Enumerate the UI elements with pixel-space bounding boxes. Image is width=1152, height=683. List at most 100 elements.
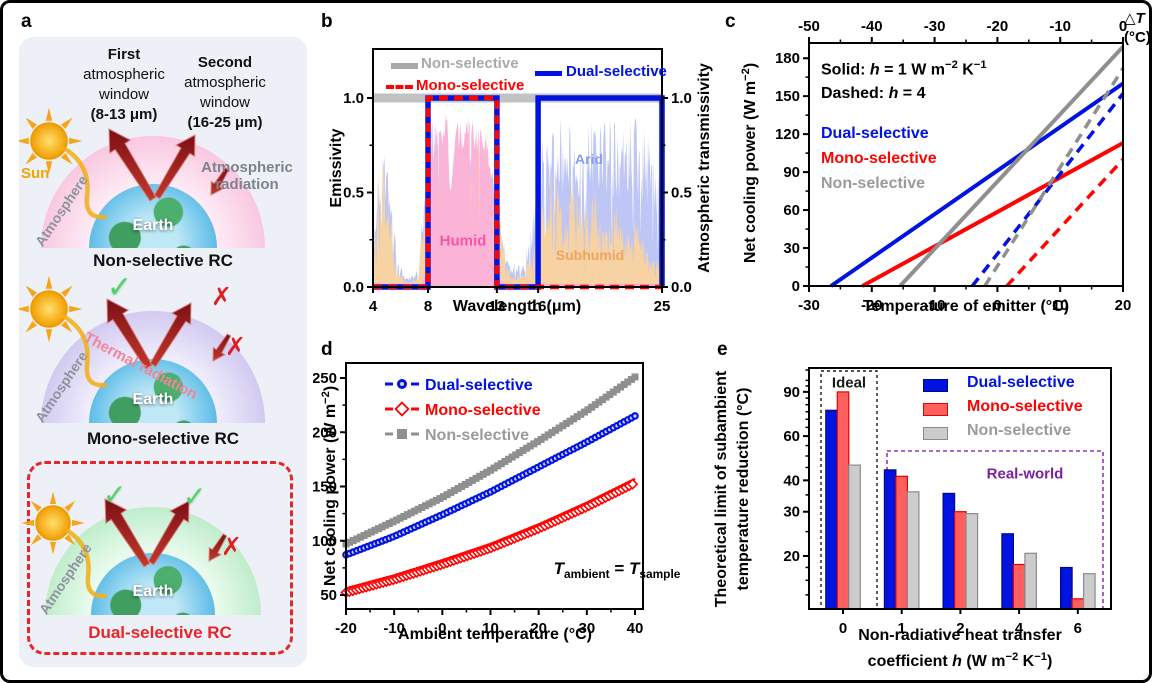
radiation-arrow: [147, 500, 190, 566]
bar-non-selective: [906, 491, 920, 610]
right-tick-label: 0.0: [671, 279, 692, 296]
sun-ray-curve: [65, 528, 108, 599]
series-line: [1005, 158, 1125, 288]
radiation-arrow: [149, 302, 192, 368]
plot-box: [372, 48, 663, 288]
panel-c-label: c: [725, 11, 736, 32]
bar-mono-selective: [1071, 598, 1085, 610]
panel-a-diagram: First atmospheric window (8-13 μm) Secon…: [19, 37, 307, 667]
radiation-arrow: [212, 333, 232, 362]
radiation-arrow: [210, 167, 230, 196]
top-tick-label: -10: [1049, 18, 1071, 35]
earth-label-2: Earth: [132, 391, 174, 408]
sun-ray: [61, 285, 73, 297]
bar-mono-selective: [1012, 563, 1026, 610]
panel-e-x-axis-title-line1: Non-radiative heat transfer: [858, 627, 1062, 644]
square-marker: [458, 483, 466, 490]
bar-mono-selective: [836, 391, 850, 610]
square-marker: [508, 453, 516, 461]
sun-ray-curve: [62, 314, 108, 388]
cross-icon: ✗: [225, 333, 246, 361]
earth-label-1: Earth: [132, 217, 174, 234]
square-marker: [454, 485, 462, 493]
bar-dual-selective: [942, 492, 956, 610]
mono-selective-title: Mono-selective RC: [86, 429, 240, 448]
series-line: [829, 81, 1125, 288]
bar-dual-selective: [883, 469, 897, 610]
top-tick-label: -30: [924, 18, 946, 35]
circle-marker: [631, 412, 639, 420]
panel-c-chart: -30 -20 -10 0 10 20 -50 -40 -30 -20 -10 0 0 30 60 90 120…: [775, 18, 1131, 314]
sun-ray: [21, 519, 34, 527]
square-marker: [364, 530, 372, 538]
y-tick-label: 90: [783, 164, 800, 181]
sun-ray: [45, 107, 53, 121]
square-marker: [613, 386, 621, 394]
square-marker: [414, 505, 422, 513]
y-tick-label: 30: [783, 504, 800, 521]
y-tick-label: 0.0: [343, 279, 364, 296]
x-tick-label: 25: [654, 298, 671, 315]
square-marker: [501, 457, 509, 465]
square-marker: [562, 419, 570, 427]
x-tick-label: 0: [839, 620, 847, 637]
x-tick-label: 2: [956, 620, 964, 637]
bar-non-selective: [1083, 573, 1096, 610]
dual-selective-box: [27, 461, 293, 655]
legend-mono-selective: Mono-selective: [425, 402, 541, 419]
square-marker: [418, 503, 426, 511]
y-tick-label: 30: [783, 240, 800, 257]
x-tick-label: 10: [482, 620, 499, 637]
panel-b-x-axis-title: Wavelength (μm): [452, 298, 582, 315]
square-marker: [573, 413, 581, 421]
sun-ray: [25, 153, 37, 165]
x-tick-label: 13: [489, 298, 506, 315]
sun-ray: [30, 500, 42, 512]
x-tick-label: 0: [993, 297, 1001, 314]
x-tick-label: 16: [530, 298, 547, 315]
square-marker: [356, 533, 364, 541]
square-marker: [559, 422, 567, 430]
top-tick-label: -20: [987, 18, 1009, 35]
square-marker: [425, 500, 433, 508]
y-tick-label: 100: [313, 533, 337, 550]
y-tick-label: 1.0: [343, 90, 364, 107]
y-tick-label: 250: [313, 370, 337, 387]
y-tick-label: 0.5: [343, 185, 364, 202]
dashed-note: Dashed: h = 4: [821, 85, 926, 102]
square-marker: [476, 472, 484, 480]
square-marker: [537, 435, 545, 443]
square-marker: [447, 489, 455, 497]
solid-note: Solid: h = 1 W m−2 K−1: [821, 59, 987, 79]
square-marker: [541, 433, 549, 441]
square-marker: [407, 509, 415, 517]
y-tick-label: 120: [775, 126, 800, 143]
x-tick-label: 6: [1074, 620, 1082, 637]
square-marker: [602, 393, 610, 401]
square-marker: [548, 429, 556, 437]
square-marker: [505, 455, 513, 463]
y-tick-label: 200: [313, 424, 337, 441]
y-tick-label: 180: [775, 50, 800, 67]
panel-d-y-axis-title: Net cooling power (W m−2): [319, 385, 340, 587]
square-marker: [566, 417, 574, 425]
diamond-marker: [626, 478, 639, 490]
legend-dual-selective: Dual-selective: [967, 374, 1075, 391]
square-marker: [490, 464, 498, 472]
sun-ray: [25, 117, 37, 129]
panel-e-y-axis-title-line1: Theoretical limit of subambient: [713, 370, 730, 608]
x-tick-label: 4: [369, 298, 378, 315]
legend-dual-selective: Dual-selective: [566, 63, 667, 80]
temperature-equality-annotation: Tambient = Tsample: [553, 558, 681, 582]
top-tick-label: -40: [861, 18, 883, 35]
square-marker: [487, 466, 494, 474]
square-marker: [396, 514, 404, 522]
y-tick-label: 150: [775, 88, 800, 105]
square-marker: [461, 480, 469, 488]
square-marker: [371, 526, 379, 534]
square-marker: [349, 537, 357, 545]
second-window-label: Second atmospheric window (16-25 μm): [184, 54, 266, 131]
square-marker: [570, 415, 578, 423]
square-marker: [617, 383, 625, 391]
